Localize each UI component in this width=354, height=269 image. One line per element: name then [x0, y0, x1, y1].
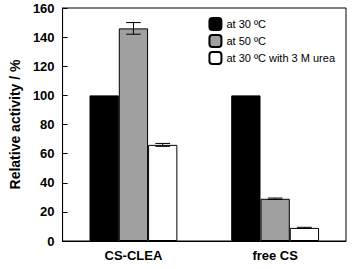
svg-text:CS-CLEA: CS-CLEA: [105, 248, 163, 263]
svg-text:40: 40: [40, 175, 54, 190]
svg-text:at 30 ºC: at 30 ºC: [226, 18, 266, 30]
svg-text:at 30 ºC with 3 M urea: at 30 ºC with 3 M urea: [226, 52, 335, 64]
svg-text:Relative activity / %: Relative activity / %: [7, 59, 23, 190]
svg-text:100: 100: [33, 88, 55, 103]
svg-text:20: 20: [40, 204, 54, 219]
svg-text:60: 60: [40, 146, 54, 161]
svg-text:free CS: free CS: [252, 248, 298, 263]
svg-text:160: 160: [33, 1, 55, 16]
svg-text:80: 80: [40, 117, 54, 132]
svg-text:at 50 ºC: at 50 ºC: [226, 35, 266, 47]
svg-text:0: 0: [47, 234, 54, 249]
svg-text:140: 140: [33, 30, 55, 45]
svg-text:120: 120: [33, 59, 55, 74]
